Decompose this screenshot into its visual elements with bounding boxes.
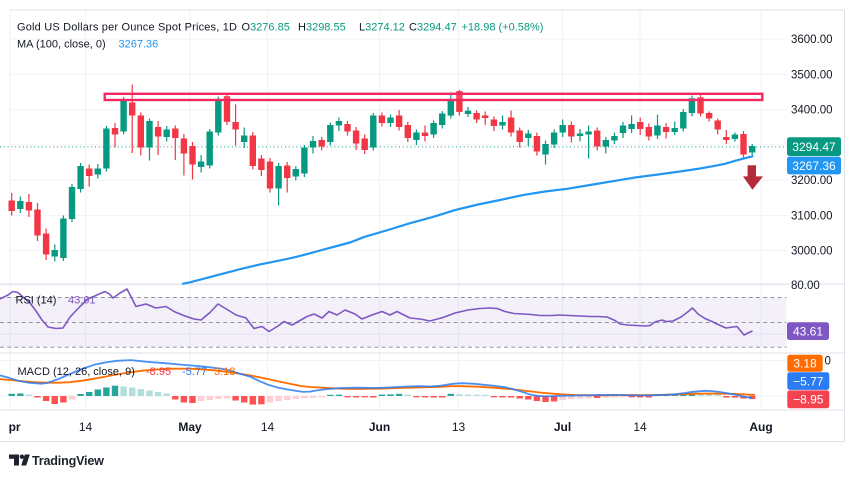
svg-text:MA (100, close, 0) 3267.36: MA (100, close, 0) 3267.36 bbox=[17, 39, 158, 51]
svg-text:3200.00: 3200.00 bbox=[791, 175, 833, 187]
svg-text:3100.00: 3100.00 bbox=[791, 210, 833, 222]
svg-text:14: 14 bbox=[633, 420, 647, 434]
svg-text:RSI (14) 43.61: RSI (14) 43.61 bbox=[16, 295, 96, 307]
svg-text:3267.36: 3267.36 bbox=[792, 159, 836, 173]
svg-text:14: 14 bbox=[261, 420, 275, 434]
svg-text:−8.95: −8.95 bbox=[793, 393, 824, 407]
svg-text:Jun: Jun bbox=[369, 420, 390, 434]
svg-text:3400.00: 3400.00 bbox=[791, 105, 833, 117]
svg-text:Aug: Aug bbox=[749, 420, 772, 434]
svg-text:80.00: 80.00 bbox=[791, 280, 820, 292]
svg-text:14: 14 bbox=[79, 420, 93, 434]
svg-text:TradingView: TradingView bbox=[32, 454, 104, 468]
svg-text:3294.47: 3294.47 bbox=[792, 140, 836, 154]
svg-text:13: 13 bbox=[452, 420, 466, 434]
svg-text:−5.77: −5.77 bbox=[793, 374, 824, 388]
svg-text:May: May bbox=[178, 420, 202, 434]
svg-text:3000.00: 3000.00 bbox=[791, 246, 833, 258]
svg-text:3500.00: 3500.00 bbox=[791, 69, 833, 81]
svg-text:pr: pr bbox=[9, 420, 21, 434]
svg-text:MACD (12, 26, close, 9) -8.95-: MACD (12, 26, close, 9) -8.95 -5.77 3.18 bbox=[18, 366, 236, 378]
svg-text:Gold US Dollars per Ounce Spot: Gold US Dollars per Ounce Spot Prices, 1… bbox=[17, 22, 237, 34]
svg-text:43.61: 43.61 bbox=[793, 324, 823, 338]
svg-text:0: 0 bbox=[825, 356, 831, 368]
svg-text:3.18: 3.18 bbox=[793, 357, 817, 371]
svg-text:Jul: Jul bbox=[554, 420, 571, 434]
svg-text:3600.00: 3600.00 bbox=[791, 34, 833, 46]
